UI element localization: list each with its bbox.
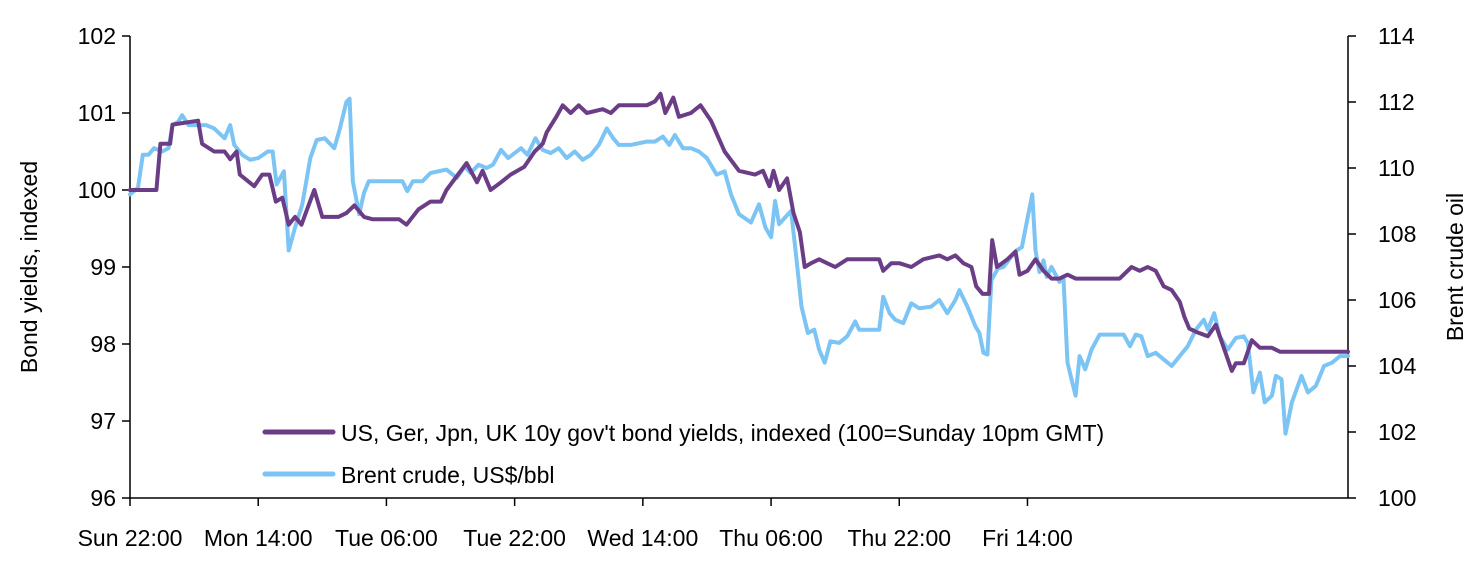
y-left-tick-label: 100 [78,177,116,203]
x-tick-label: Tue 22:00 [463,525,566,551]
y-right-tick-label: 114 [1378,23,1415,49]
x-tick-label: Tue 06:00 [335,525,438,551]
y-right-tick-label: 104 [1378,353,1417,379]
x-tick-label: Thu 22:00 [847,525,951,551]
x-tick-label: Thu 06:00 [719,525,823,551]
axes: 96 97 98 99 100 101 102 100 102 104 106 108 110 112 11… [16,23,1468,551]
series-layer [128,91,1350,436]
y-left-tick-label: 98 [90,331,116,357]
legend: US, Ger, Jpn, UK 10y gov't bond yields, … [262,420,1104,488]
y-axis-right-title: Brent crude oil [1442,193,1468,341]
y-left-tick-label: 101 [78,100,116,126]
y-right-tick-label: 112 [1378,89,1415,115]
legend-label-brent: Brent crude, US$/bbl [341,462,555,488]
y-right-tick-label: 100 [1378,485,1416,511]
y-right-tick-label: 110 [1378,155,1415,181]
x-tick-label: Fri 14:00 [982,525,1073,551]
y-axis-left-title: Bond yields, indexed [16,161,42,373]
y-left-tick-label: 97 [90,408,116,434]
y-left-tick-label: 102 [78,23,116,49]
y-right-tick-label: 102 [1378,419,1416,445]
series-line-brent [128,96,1350,436]
x-tick-label: Mon 14:00 [204,525,313,551]
y-right-tick-label: 106 [1378,287,1416,313]
x-tick-label: Wed 14:00 [587,525,698,551]
x-tick-label: Sun 22:00 [78,525,183,551]
series-line-bond-yields [128,91,1350,373]
y-left-tick-label: 99 [90,254,116,280]
legend-label-bond-yields: US, Ger, Jpn, UK 10y gov't bond yields, … [341,420,1104,446]
y-left-tick-label: 96 [90,485,116,511]
y-right-tick-label: 108 [1378,221,1416,247]
